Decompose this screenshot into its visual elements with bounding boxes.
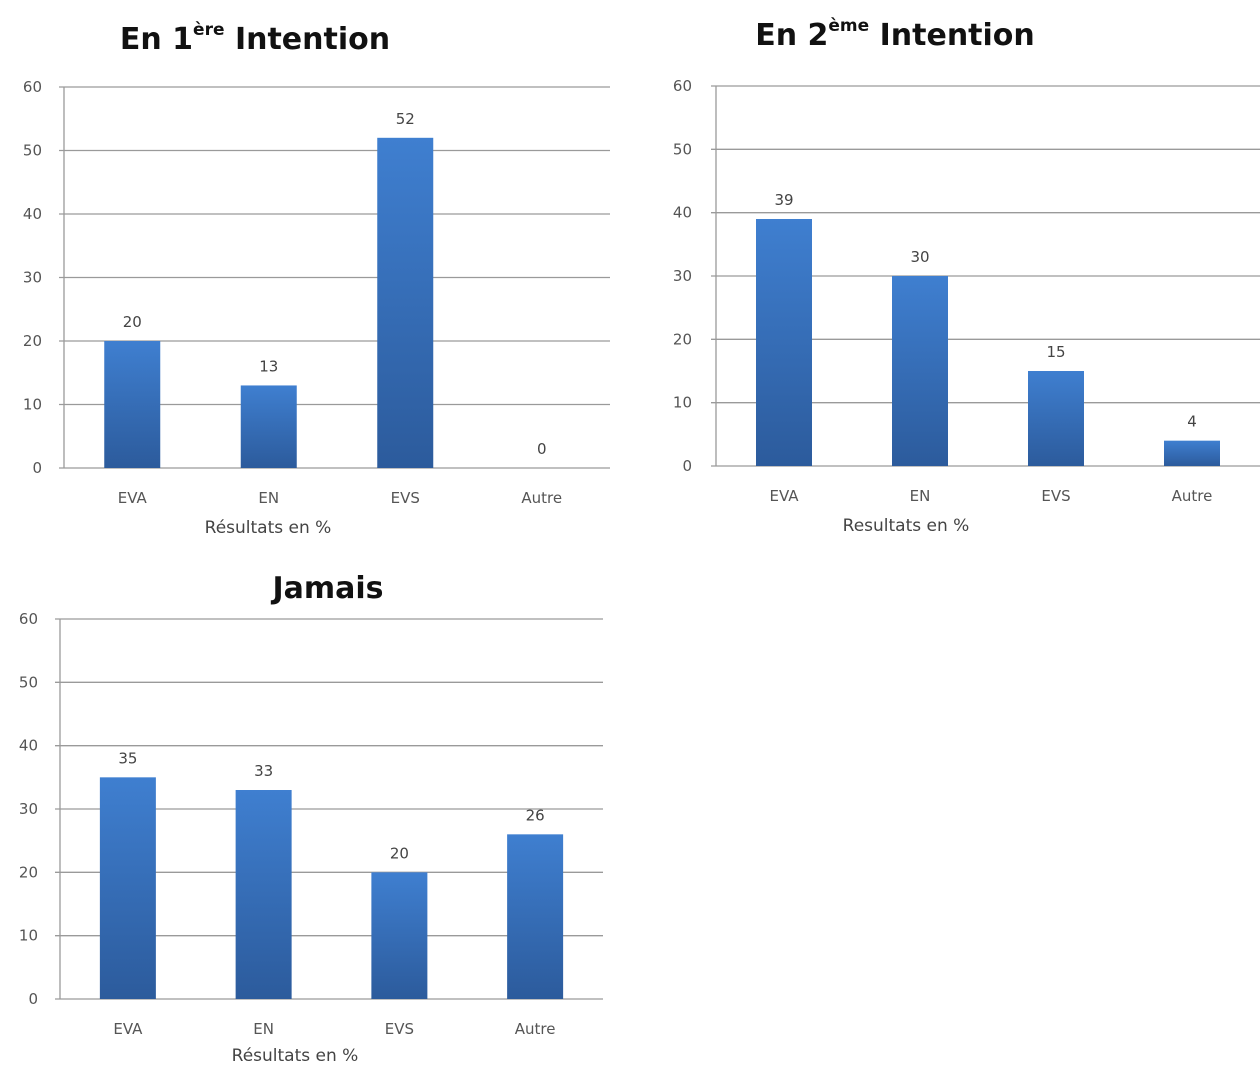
y-tick-label: 30 (23, 269, 42, 287)
bar-evs (1028, 371, 1084, 466)
x-tick-label: EN (910, 487, 931, 505)
data-label-eva: 35 (118, 749, 137, 767)
y-tick-label: 0 (28, 990, 38, 1008)
chart-title: Jamais (270, 571, 383, 606)
y-tick-label: 50 (19, 673, 38, 691)
x-tick-label: Autre (1172, 487, 1213, 505)
data-label-en: 33 (254, 762, 273, 780)
chart-title-superscript: ère (193, 20, 224, 40)
bar-autre (507, 834, 564, 999)
x-tick-label: EVS (385, 1020, 414, 1038)
x-axis-title: Résultats en % (232, 1046, 359, 1066)
y-tick-label: 10 (673, 394, 692, 412)
data-label-evs: 20 (390, 844, 409, 862)
x-tick-label: EVA (113, 1020, 143, 1038)
y-tick-label: 40 (19, 737, 38, 755)
data-label-evs: 52 (396, 110, 415, 128)
chart-title-suffix: Intention (869, 18, 1035, 53)
y-tick-label: 50 (23, 142, 42, 160)
bar-eva (756, 219, 812, 466)
bar-en (892, 276, 948, 466)
bar-en (235, 790, 292, 999)
bar-autre (1164, 440, 1220, 466)
y-tick-label: 60 (23, 78, 42, 96)
data-label-autre: 26 (526, 806, 545, 824)
y-tick-label: 30 (673, 267, 692, 285)
y-tick-label: 30 (19, 800, 38, 818)
x-tick-label: EVA (769, 487, 799, 505)
y-tick-label: 20 (23, 332, 42, 350)
data-label-eva: 20 (123, 313, 142, 331)
chart-never: Jamais 0 10 20 30 40 50 60 35 33 20 26 EVA EN EVS Au… (19, 571, 603, 1066)
y-tick-label: 60 (19, 610, 38, 628)
y-tick-label: 40 (23, 205, 42, 223)
x-tick-label: Autre (521, 489, 562, 507)
x-axis-title: Resultats en % (843, 516, 970, 536)
y-tick-label: 0 (32, 459, 42, 477)
x-tick-label: EN (253, 1020, 274, 1038)
data-label-en: 30 (910, 248, 929, 266)
chart-title-suffix: Intention (225, 22, 391, 57)
x-tick-label: EVS (1041, 487, 1070, 505)
chart-title-prefix: Jamais (270, 571, 383, 606)
chart-title-prefix: En 1 (120, 22, 193, 57)
data-label-evs: 15 (1046, 343, 1065, 361)
x-tick-label: EVA (118, 489, 148, 507)
y-tick-label: 40 (673, 204, 692, 222)
chart-title-superscript: ème (828, 16, 869, 36)
chart-title: En 2ème Intention (755, 16, 1035, 53)
x-tick-label: EVS (391, 489, 420, 507)
y-tick-label: 20 (673, 330, 692, 348)
y-tick-label: 10 (19, 927, 38, 945)
x-tick-label: EN (258, 489, 279, 507)
data-label-autre: 4 (1187, 413, 1197, 431)
y-tick-label: 0 (682, 457, 692, 475)
chart-title-prefix: En 2 (755, 18, 828, 53)
y-tick-label: 60 (673, 77, 692, 95)
bar-eva (104, 341, 161, 468)
y-tick-label: 10 (23, 396, 42, 414)
x-axis-title: Résultats en % (205, 518, 332, 538)
y-tick-label: 50 (673, 140, 692, 158)
data-label-eva: 39 (774, 191, 793, 209)
data-label-en: 13 (259, 357, 278, 375)
bar-en (240, 385, 297, 468)
chart-title: En 1ère Intention (120, 20, 390, 57)
y-tick-label: 20 (19, 863, 38, 881)
x-tick-label: Autre (515, 1020, 556, 1038)
bar-eva (99, 777, 156, 999)
data-label-autre: 0 (537, 440, 547, 458)
bar-evs (377, 137, 434, 469)
bar-evs (371, 872, 428, 999)
